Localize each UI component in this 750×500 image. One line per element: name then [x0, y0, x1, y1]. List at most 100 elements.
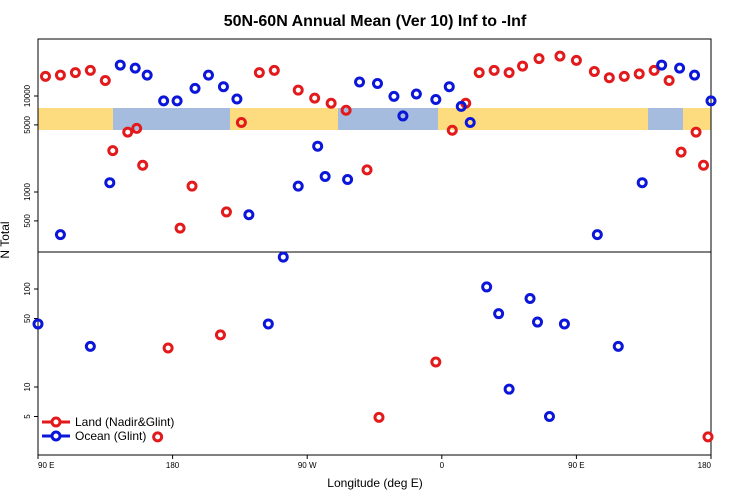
- plot-frame: [37, 38, 712, 456]
- land-point: [214, 329, 226, 341]
- y-tick-label: 10: [23, 382, 32, 391]
- ocean-point: [262, 318, 274, 330]
- land-point: [309, 92, 321, 104]
- land-point: [373, 411, 385, 423]
- land-point: [690, 126, 702, 138]
- land-point: [517, 60, 529, 72]
- map-band-ocean-2: [438, 108, 648, 130]
- ocean-point: [612, 340, 624, 352]
- ocean-point: [354, 76, 366, 88]
- land-point: [186, 180, 198, 192]
- x-tick-label: 0: [440, 461, 445, 470]
- ocean-point: [202, 69, 214, 81]
- ocean-point: [705, 95, 717, 107]
- ocean-point: [481, 281, 493, 293]
- x-tick-label: 180: [698, 461, 712, 470]
- land-point: [618, 70, 630, 82]
- ocean-point: [689, 69, 701, 81]
- x-axis-label: Longitude (deg E): [327, 476, 422, 490]
- map-band-ocean-3: [683, 108, 711, 130]
- y-axis-label: N Total: [0, 221, 12, 258]
- ocean-point: [674, 62, 686, 74]
- ocean-point: [277, 251, 289, 263]
- legend-land-marker: [50, 416, 62, 428]
- ocean-point: [558, 318, 570, 330]
- x-tick-label: 90 E: [38, 461, 54, 470]
- ocean-point: [114, 59, 126, 71]
- chart-title: 50N-60N Annual Mean (Ver 10) Inf to -Inf: [224, 13, 527, 30]
- land-point: [162, 342, 174, 354]
- land-point: [253, 67, 265, 79]
- land-point: [220, 206, 232, 218]
- ocean-point: [84, 340, 96, 352]
- ocean-point: [397, 110, 409, 122]
- land-point: [473, 67, 485, 79]
- land-point: [361, 164, 373, 176]
- land-point: [122, 126, 134, 138]
- land-point: [235, 116, 247, 128]
- land-point: [675, 146, 687, 158]
- legend-ocean-marker: [50, 430, 62, 442]
- x-tick-label: 90 E: [568, 461, 584, 470]
- ocean-point: [388, 90, 400, 102]
- map-band-ocean-1: [230, 108, 338, 130]
- land-point: [648, 64, 660, 76]
- ocean-point: [32, 318, 44, 330]
- land-point: [488, 64, 500, 76]
- land-point: [430, 356, 442, 368]
- ocean-point: [217, 81, 229, 93]
- ocean-point: [464, 116, 476, 128]
- land-point: [446, 124, 458, 136]
- map-band-ocean-0: [38, 108, 113, 130]
- ocean-point: [312, 140, 324, 152]
- y-tick-label: 10000: [23, 84, 32, 107]
- land-point: [107, 145, 119, 157]
- x-tick-label: 90 W: [298, 461, 317, 470]
- land-point: [340, 104, 352, 116]
- ocean-point: [54, 229, 66, 241]
- y-tick-label: 100: [23, 282, 32, 296]
- y-tick-label: 50: [23, 314, 32, 323]
- legend: Land (Nadir&Glint)Ocean (Glint): [42, 415, 174, 443]
- legend-ocean-label: Ocean (Glint): [75, 429, 146, 443]
- ocean-point: [443, 81, 455, 93]
- land-point: [174, 222, 186, 234]
- land-point: [533, 53, 545, 65]
- y-tick-label: 5000: [23, 115, 32, 133]
- land-point: [54, 69, 66, 81]
- ocean-point: [141, 69, 153, 81]
- y-tick-label: 5: [23, 414, 32, 419]
- ocean-point: [430, 93, 442, 105]
- land-point: [698, 159, 710, 171]
- axes: 90 E 180 90 W 0 90 E 180 500 1000 5000 10000 5 10 50…: [23, 38, 712, 470]
- ocean-point: [493, 308, 505, 320]
- map-band: [38, 108, 711, 130]
- land-point: [99, 75, 111, 87]
- land-point: [702, 431, 714, 443]
- data-points: [32, 50, 717, 443]
- land-point: [84, 64, 96, 76]
- land-point: [633, 68, 645, 80]
- land-point: [503, 67, 515, 79]
- land-point: [325, 97, 337, 109]
- ocean-point: [104, 177, 116, 189]
- land-point: [588, 65, 600, 77]
- land-point: [663, 75, 675, 87]
- legend-land-label: Land (Nadir&Glint): [75, 415, 174, 429]
- land-point: [570, 54, 582, 66]
- ocean-point: [543, 411, 555, 423]
- land-point: [554, 50, 566, 62]
- land-point: [131, 122, 143, 134]
- land-point: [69, 67, 81, 79]
- ocean-point: [189, 82, 201, 94]
- land-point: [137, 159, 149, 171]
- ocean-point: [231, 93, 243, 105]
- ocean-point: [243, 209, 255, 221]
- land-point: [152, 431, 164, 443]
- ocean-point: [455, 100, 467, 112]
- ocean-point: [524, 292, 536, 304]
- ocean-point: [503, 383, 515, 395]
- ocean-point: [319, 171, 331, 183]
- land-point: [268, 64, 280, 76]
- ocean-point: [129, 62, 141, 74]
